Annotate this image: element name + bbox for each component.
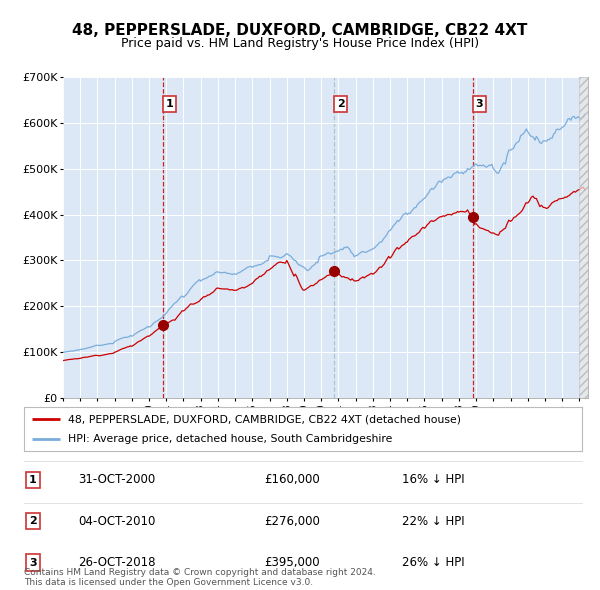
- Text: Contains HM Land Registry data © Crown copyright and database right 2024.
This d: Contains HM Land Registry data © Crown c…: [24, 568, 376, 587]
- Text: HPI: Average price, detached house, South Cambridgeshire: HPI: Average price, detached house, Sout…: [68, 434, 392, 444]
- Text: £160,000: £160,000: [264, 473, 320, 487]
- Text: 16% ↓ HPI: 16% ↓ HPI: [402, 473, 464, 487]
- Text: 26% ↓ HPI: 26% ↓ HPI: [402, 556, 464, 569]
- Text: 1: 1: [29, 475, 37, 485]
- Text: Price paid vs. HM Land Registry's House Price Index (HPI): Price paid vs. HM Land Registry's House …: [121, 37, 479, 50]
- Text: 3: 3: [29, 558, 37, 568]
- Text: 3: 3: [476, 99, 483, 109]
- Text: 1: 1: [166, 99, 173, 109]
- Text: 2: 2: [337, 99, 344, 109]
- Text: £276,000: £276,000: [264, 514, 320, 528]
- Text: £395,000: £395,000: [264, 556, 320, 569]
- Text: 48, PEPPERSLADE, DUXFORD, CAMBRIDGE, CB22 4XT: 48, PEPPERSLADE, DUXFORD, CAMBRIDGE, CB2…: [73, 23, 527, 38]
- Bar: [580, 77, 588, 398]
- Text: 26-OCT-2018: 26-OCT-2018: [78, 556, 155, 569]
- Text: 2: 2: [29, 516, 37, 526]
- Text: 04-OCT-2010: 04-OCT-2010: [78, 514, 155, 528]
- Text: 22% ↓ HPI: 22% ↓ HPI: [402, 514, 464, 528]
- Text: 31-OCT-2000: 31-OCT-2000: [78, 473, 155, 487]
- Text: 48, PEPPERSLADE, DUXFORD, CAMBRIDGE, CB22 4XT (detached house): 48, PEPPERSLADE, DUXFORD, CAMBRIDGE, CB2…: [68, 414, 461, 424]
